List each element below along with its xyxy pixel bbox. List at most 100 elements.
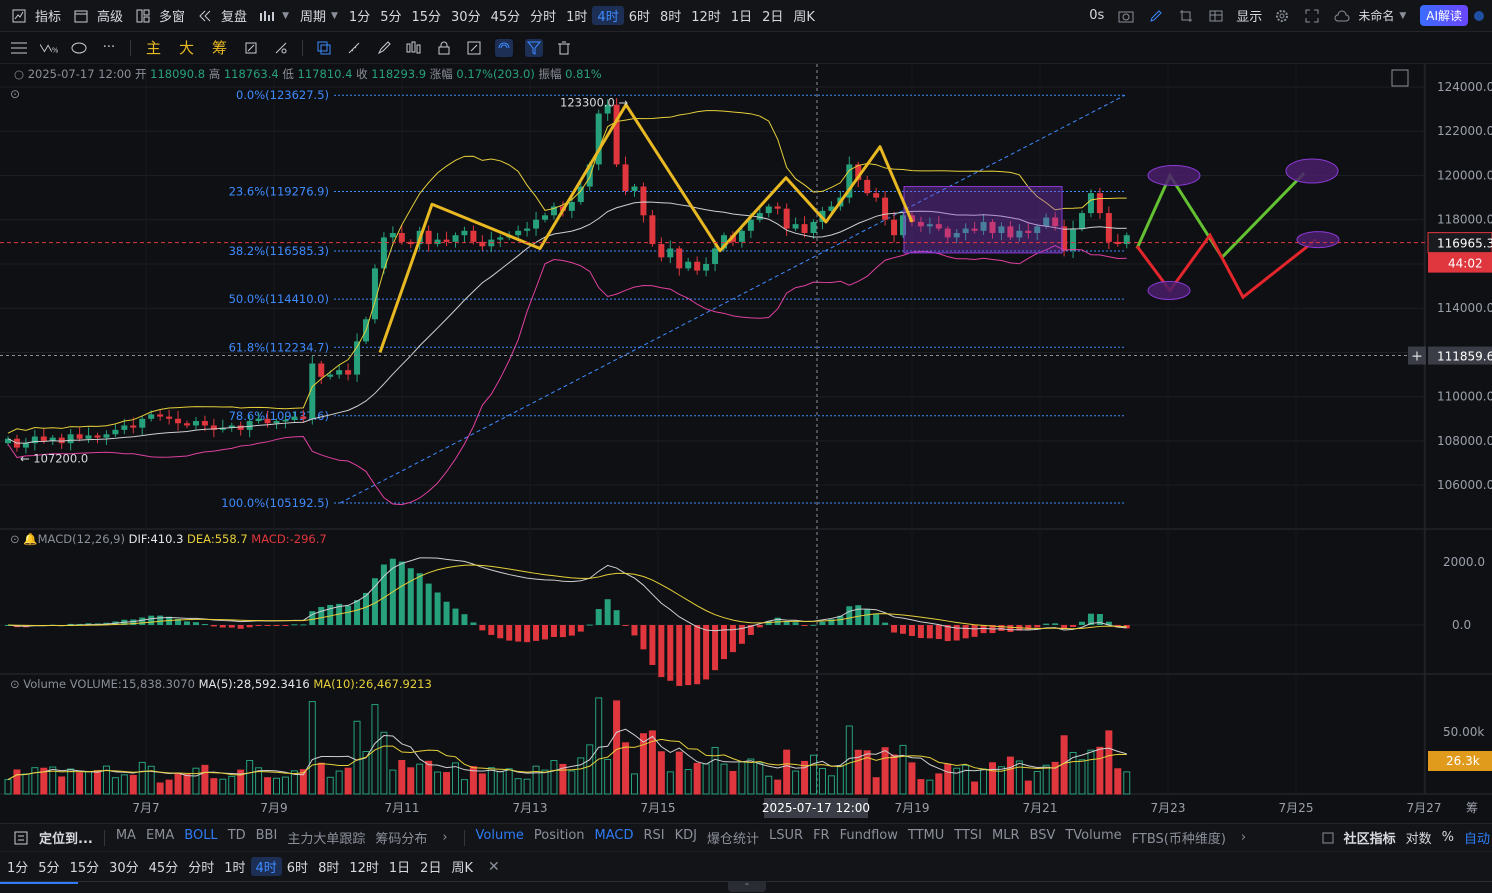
bottom-interval-tab-11[interactable]: 1日 (388, 861, 411, 876)
interval-tab-4[interactable]: 45分 (490, 10, 521, 25)
chevron-right-icon[interactable]: › (442, 830, 448, 845)
table-icon[interactable] (1207, 7, 1225, 25)
interval-tab-0[interactable]: 1分 (348, 10, 371, 25)
main-indicator-3[interactable]: TD (227, 828, 246, 843)
ai-analysis-button[interactable]: AI解读 (1420, 5, 1468, 26)
calendar-icon[interactable] (72, 7, 90, 25)
sub-indicator-0[interactable]: Volume (475, 828, 524, 843)
ruler-icon[interactable] (345, 39, 363, 57)
sub-indicator-9[interactable]: TTMU (907, 828, 945, 843)
bottom-interval-tab-2[interactable]: 15分 (69, 861, 100, 876)
main-indicator-5[interactable]: 主力大单跟踪 (287, 832, 366, 847)
bottom-interval-tab-9[interactable]: 8时 (318, 861, 340, 876)
bottom-interval-tab-12[interactable]: 2日 (420, 861, 442, 876)
sub-indicator-10[interactable]: TTSI (954, 828, 982, 843)
locate-button[interactable]: 定位到... (39, 832, 93, 847)
bottom-interval-tab-7[interactable]: 4时 (250, 857, 282, 876)
sub-indicator-4[interactable]: KDJ (674, 828, 697, 843)
percent-scale-button[interactable]: % (1441, 830, 1454, 845)
more-icon[interactable]: ··· (102, 40, 116, 55)
pen-icon[interactable] (1147, 7, 1165, 25)
bottom-interval-tab-1[interactable]: 5分 (38, 861, 60, 876)
wand-icon[interactable] (272, 39, 290, 57)
sub-indicator-8[interactable]: Fundflow (839, 828, 898, 843)
camera-icon[interactable] (1117, 7, 1135, 25)
sub-indicator-13[interactable]: TVolume (1065, 828, 1122, 843)
sub-indicator-2[interactable]: MACD (594, 828, 634, 843)
bottom-interval-tab-3[interactable]: 30分 (109, 861, 139, 876)
main-indicator-4[interactable]: BBI (255, 828, 278, 843)
chevron-right-icon[interactable]: › (1240, 830, 1247, 845)
interval-tab-11[interactable]: 1日 (730, 10, 753, 25)
sub-indicator-3[interactable]: RSI (643, 828, 665, 843)
log-scale-button[interactable]: 对数 (1405, 832, 1432, 847)
interval-tab-7[interactable]: 4时 (592, 6, 624, 25)
replace-icon[interactable] (242, 39, 260, 57)
indicator-line-icon[interactable]: % (40, 39, 58, 57)
interval-tab-10[interactable]: 12时 (691, 10, 721, 25)
brush-icon[interactable] (375, 39, 393, 57)
sub-indicator-14[interactable]: FTBS(币种维度) (1131, 832, 1226, 847)
interval-tab-8[interactable]: 6时 (628, 10, 650, 25)
settings-icon[interactable] (1273, 7, 1291, 25)
multi-window-icon[interactable] (134, 7, 152, 25)
copy-icon[interactable] (315, 39, 333, 57)
interval-tab-2[interactable]: 15分 (411, 10, 442, 25)
big-order-toggle[interactable]: 大 (179, 39, 195, 57)
indicator-button[interactable]: 指标 (35, 10, 62, 25)
close-icon[interactable]: ✕ (487, 858, 500, 875)
candles-icon[interactable] (405, 39, 423, 57)
magnet-icon[interactable] (495, 38, 514, 57)
bottom-interval-tab-10[interactable]: 12时 (349, 861, 379, 876)
sub-indicator-1[interactable]: Position (533, 828, 585, 843)
menu-icon[interactable] (10, 39, 28, 57)
cloud-icon[interactable] (1333, 7, 1351, 25)
indicator-icon[interactable] (10, 7, 28, 25)
main-indicator-1[interactable]: EMA (145, 828, 175, 843)
rewind-icon[interactable] (196, 7, 214, 25)
chart-area[interactable]: 124000.0122000.0120000.0118000.0116000.0… (0, 64, 1492, 823)
bottom-interval-tab-0[interactable]: 1分 (7, 861, 29, 876)
bottom-interval-tab-5[interactable]: 分时 (188, 861, 215, 876)
bottom-interval-tab-8[interactable]: 6时 (286, 861, 309, 876)
fullscreen-icon[interactable] (1303, 7, 1321, 25)
display-button[interactable]: 显示 (1236, 10, 1263, 25)
interval-tab-3[interactable]: 30分 (451, 10, 481, 25)
sub-indicator-5[interactable]: 爆仓统计 (707, 832, 760, 847)
advanced-button[interactable]: 高级 (97, 10, 124, 25)
chips-toggle[interactable]: 筹 (212, 39, 228, 57)
lock-icon[interactable] (435, 39, 453, 57)
sub-indicator-11[interactable]: MLR (992, 828, 1020, 843)
locate-icon[interactable] (12, 829, 30, 847)
sub-indicator-6[interactable]: LSUR (769, 828, 804, 843)
period-chevron-icon[interactable]: ▼ (331, 10, 338, 21)
interval-tab-5[interactable]: 分时 (530, 10, 557, 25)
auto-scale-button[interactable]: 自动 (1463, 832, 1490, 847)
interval-tab-13[interactable]: 周K (793, 10, 815, 25)
edit-icon[interactable] (465, 39, 483, 57)
collapse-handle[interactable]: ⌃ (728, 882, 766, 892)
bottom-interval-tab-6[interactable]: 1时 (224, 861, 246, 876)
main-indicator-toggle[interactable]: 主 (146, 39, 162, 57)
multi-window-button[interactable]: 多窗 (159, 10, 186, 25)
community-icon[interactable] (1319, 829, 1337, 847)
interval-tab-1[interactable]: 5分 (380, 10, 402, 25)
crop-icon[interactable] (1177, 7, 1195, 25)
interval-tab-9[interactable]: 8时 (659, 10, 682, 25)
interval-tab-6[interactable]: 1时 (566, 10, 588, 25)
interval-tab-12[interactable]: 2日 (762, 10, 784, 25)
period-button[interactable]: 周期 (299, 10, 326, 25)
filter-icon[interactable] (525, 38, 544, 57)
main-indicator-0[interactable]: MA (115, 828, 136, 843)
bottom-interval-tab-4[interactable]: 45分 (148, 861, 179, 876)
bottom-interval-tab-13[interactable]: 周K (451, 861, 473, 876)
layout-chevron-icon[interactable]: ▼ (1399, 10, 1407, 21)
circle-icon[interactable] (70, 39, 88, 57)
main-indicator-6[interactable]: 筹码分布 (375, 832, 428, 847)
chevron-down-icon[interactable]: ▼ (282, 10, 289, 21)
community-indicators-button[interactable]: 社区指标 (1343, 832, 1396, 847)
trash-icon[interactable] (555, 39, 573, 57)
chart-svg[interactable]: 124000.0122000.0120000.0118000.0116000.0… (0, 64, 1492, 823)
sub-indicator-12[interactable]: BSV (1029, 828, 1056, 843)
restore-button[interactable]: 复盘 (221, 10, 248, 25)
